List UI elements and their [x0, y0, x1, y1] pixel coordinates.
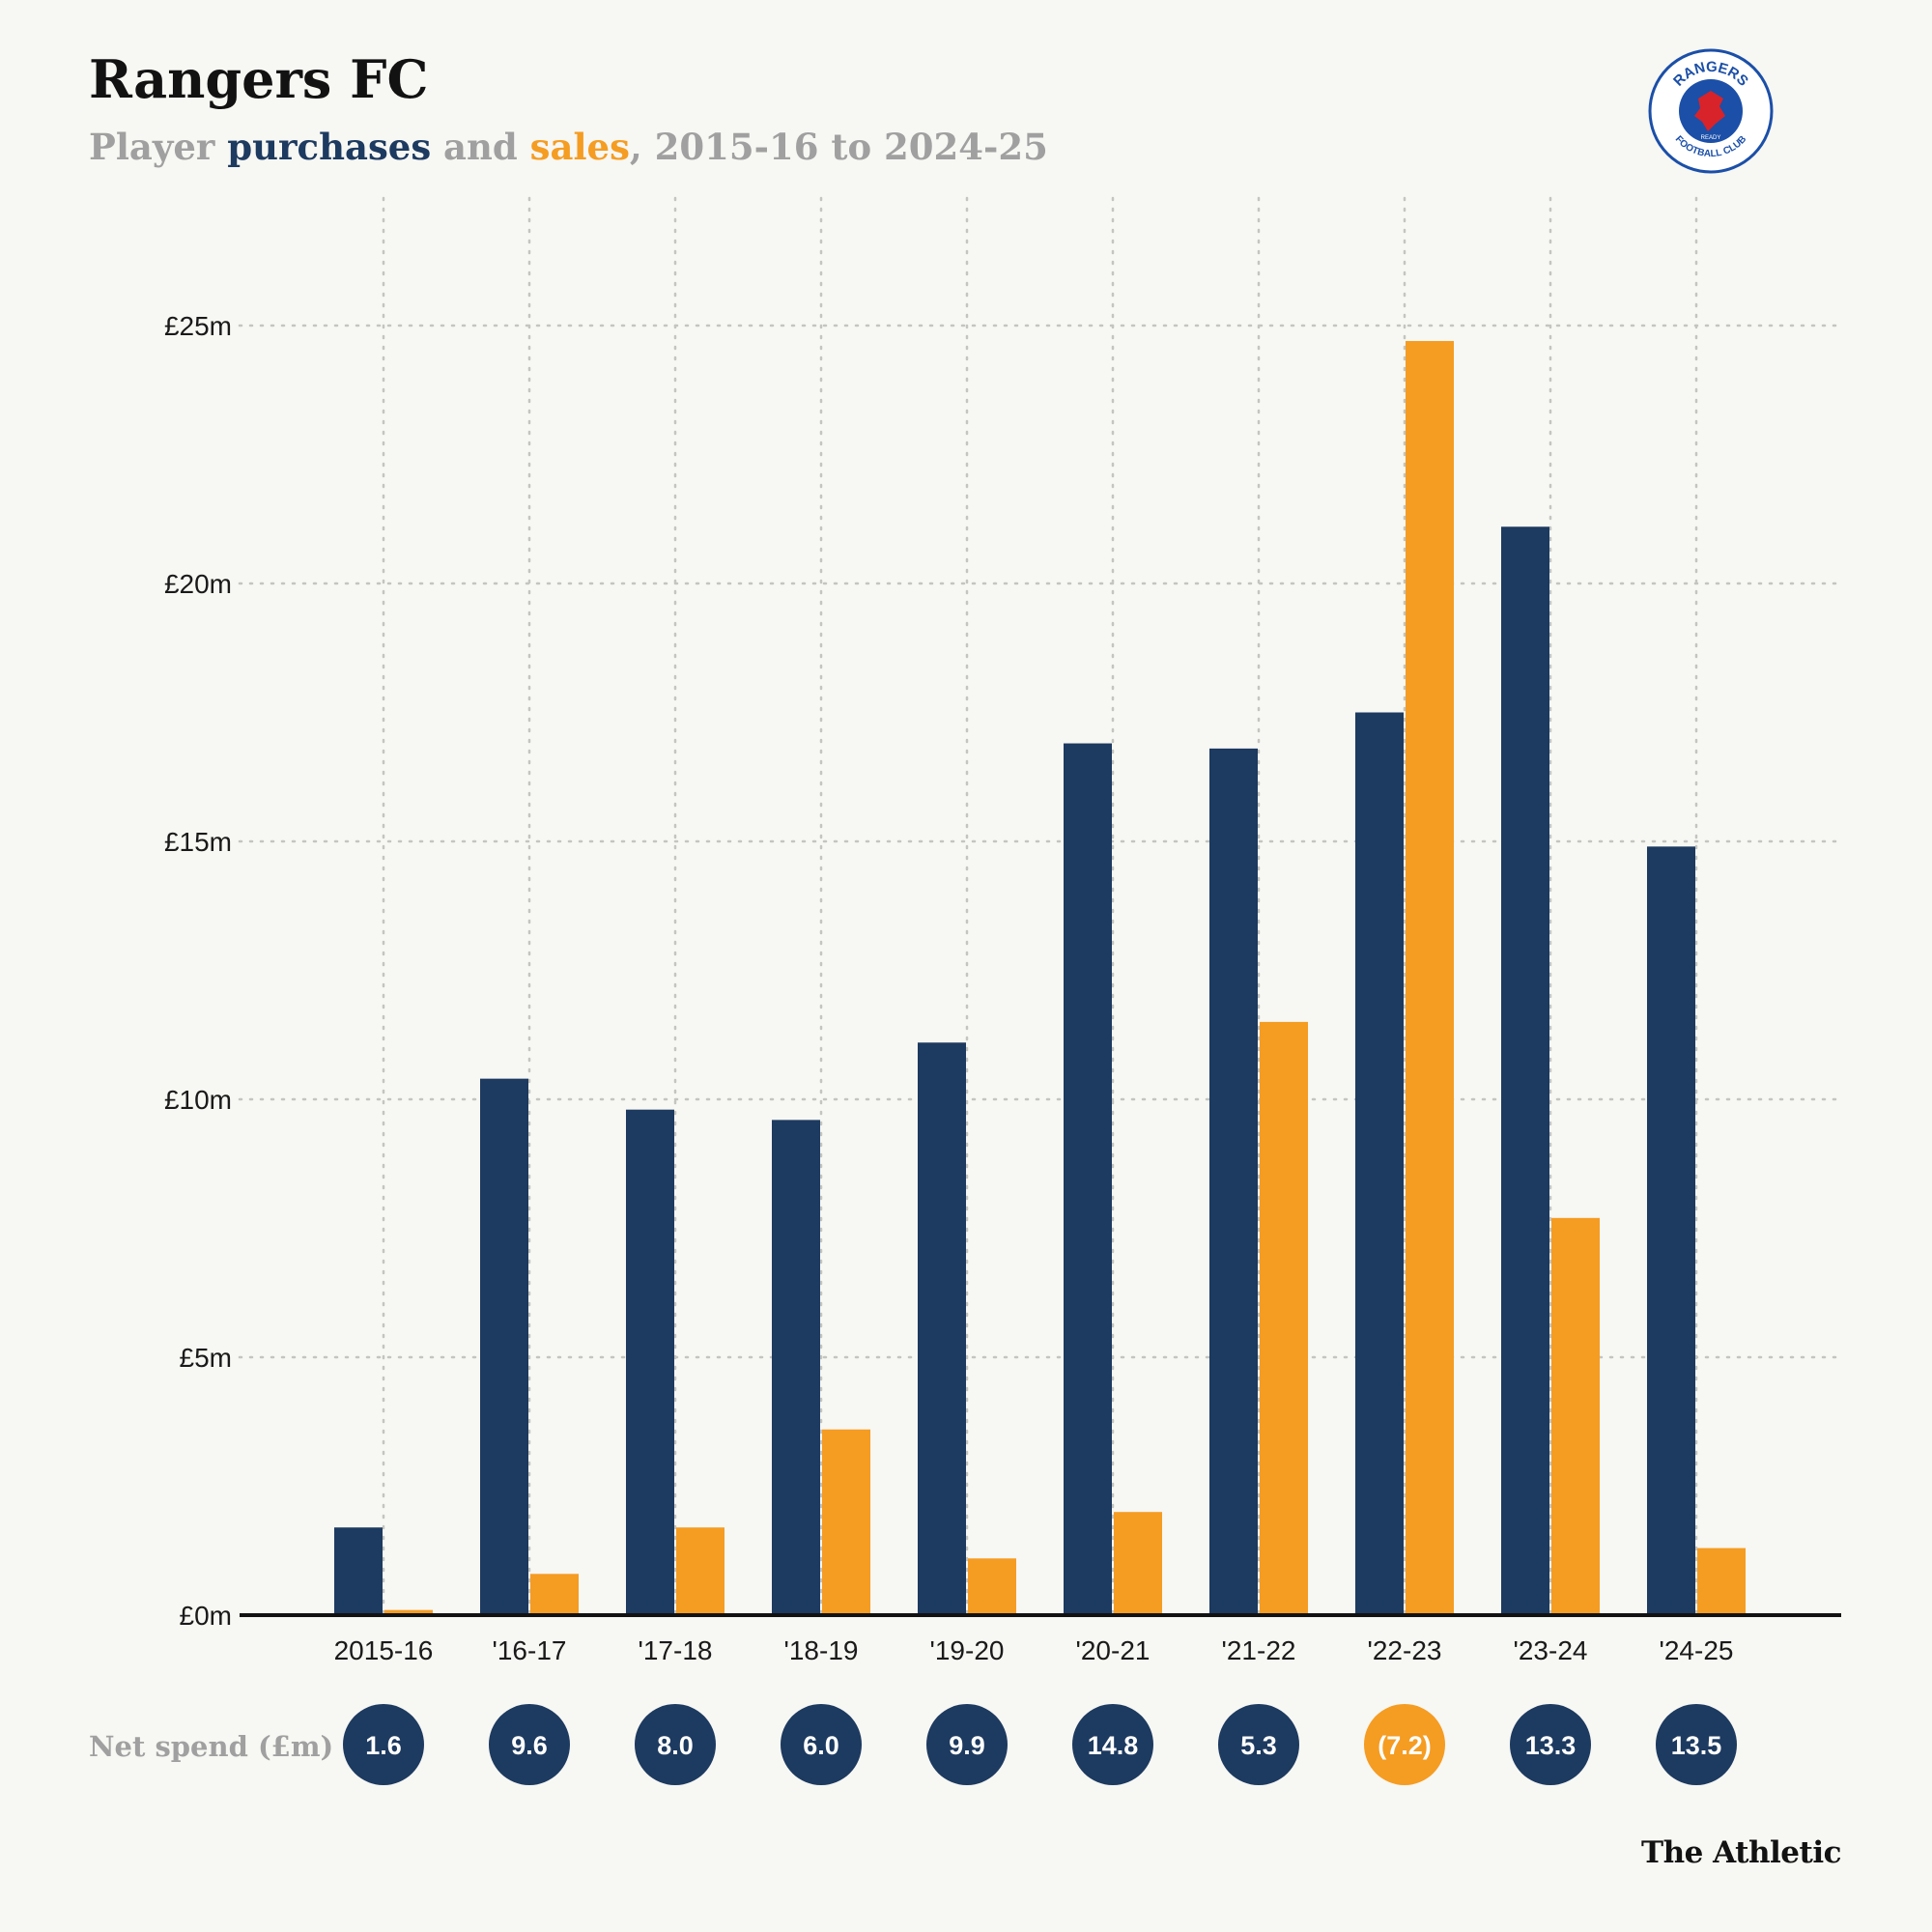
- purchases-bar: [1647, 846, 1695, 1615]
- subtitle-and: and: [431, 126, 530, 168]
- net-spend-value: 5.3: [1240, 1731, 1277, 1760]
- sales-bar: [968, 1558, 1016, 1615]
- y-tick-label: £5m: [180, 1343, 232, 1373]
- net-spend-bubble: [926, 1704, 1008, 1785]
- logo-motto-text: READY: [1701, 135, 1721, 141]
- purchases-bar: [626, 1109, 674, 1615]
- sales-bar: [1260, 1021, 1308, 1615]
- sales-bar: [676, 1527, 724, 1615]
- y-tick-label: £0m: [180, 1601, 232, 1631]
- x-tick-label: '23-24: [1514, 1635, 1588, 1665]
- x-tick-label: '20-21: [1076, 1635, 1151, 1665]
- x-tick-label: '17-18: [639, 1635, 713, 1665]
- y-tick-label: £10m: [164, 1085, 232, 1115]
- x-tick-label: '19-20: [930, 1635, 1005, 1665]
- sales-bar: [1697, 1548, 1746, 1615]
- net-spend-bubble: [1656, 1704, 1737, 1785]
- chart-title: Rangers FC: [89, 48, 429, 110]
- chart-subtitle: Player purchases and sales, 2015-16 to 2…: [89, 126, 1048, 168]
- x-tick-label: '22-23: [1368, 1635, 1442, 1665]
- net-spend-value: (7.2): [1378, 1731, 1432, 1760]
- x-tick-label: '16-17: [493, 1635, 567, 1665]
- purchases-bar: [1501, 526, 1549, 1615]
- sales-bar: [822, 1429, 870, 1615]
- subtitle-sales: sales: [529, 126, 630, 168]
- sales-bar: [1114, 1512, 1162, 1615]
- net-spend-bubble: [489, 1704, 570, 1785]
- rangers-crest-logo: RANGERS FOOTBALL CLUB READY: [1648, 48, 1774, 174]
- x-tick-label: '18-19: [784, 1635, 859, 1665]
- x-tick-label: 2015-16: [334, 1635, 434, 1665]
- y-tick-label: £20m: [164, 569, 232, 599]
- net-spend-value: 13.5: [1671, 1731, 1722, 1760]
- net-spend-value: 14.8: [1088, 1731, 1139, 1760]
- net-spend-bubble: [1072, 1704, 1153, 1785]
- net-spend-value: 9.9: [949, 1731, 985, 1760]
- sales-bar: [530, 1574, 579, 1615]
- net-spend-bubble: [781, 1704, 862, 1785]
- purchases-bar: [918, 1042, 966, 1615]
- y-tick-label: £15m: [164, 827, 232, 857]
- subtitle-purchases: purchases: [227, 126, 432, 168]
- purchases-bar: [334, 1527, 383, 1615]
- net-spend-bubble: [1218, 1704, 1299, 1785]
- purchases-bar: [480, 1078, 528, 1615]
- y-tick-label: £25m: [164, 311, 232, 341]
- net-spend-value: 9.6: [511, 1731, 548, 1760]
- net-spend-value: 6.0: [803, 1731, 839, 1760]
- purchases-bar: [1064, 743, 1112, 1615]
- net-spend-bubble: [343, 1704, 424, 1785]
- net-spend-bubble: [1510, 1704, 1591, 1785]
- net-spend-value: 13.3: [1525, 1731, 1577, 1760]
- net-spend-value: 1.6: [365, 1731, 402, 1760]
- purchases-bar: [1355, 712, 1404, 1615]
- net-spend-value: 8.0: [657, 1731, 694, 1760]
- sales-bar: [1406, 341, 1454, 1615]
- x-tick-label: '24-25: [1660, 1635, 1734, 1665]
- x-tick-label: '21-22: [1222, 1635, 1296, 1665]
- net-spend-bubble: [1364, 1704, 1445, 1785]
- purchases-bar: [1209, 748, 1258, 1615]
- purchases-bar: [772, 1120, 820, 1615]
- subtitle-prefix: Player: [89, 126, 228, 168]
- sales-bar: [384, 1609, 433, 1615]
- subtitle-suffix: , 2015-16 to 2024-25: [629, 126, 1048, 168]
- sales-bar: [1551, 1217, 1600, 1615]
- publisher-wordmark: The Athletic: [1641, 1835, 1841, 1870]
- net-spend-label: Net spend (£m): [89, 1730, 333, 1763]
- net-spend-bubble: [635, 1704, 716, 1785]
